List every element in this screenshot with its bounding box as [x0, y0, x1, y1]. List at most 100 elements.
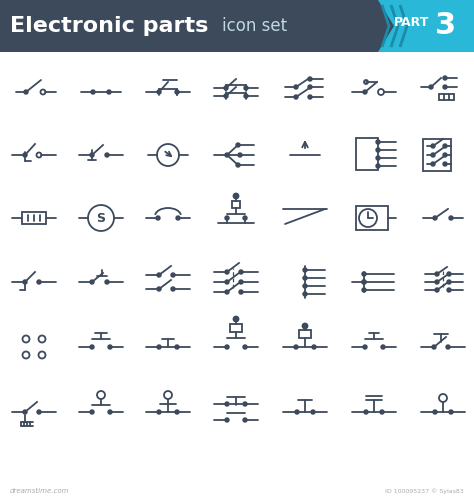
Circle shape [225, 290, 229, 294]
Circle shape [90, 410, 94, 414]
Circle shape [91, 90, 95, 94]
Circle shape [238, 153, 242, 157]
Circle shape [225, 270, 229, 274]
Circle shape [108, 345, 112, 349]
Circle shape [225, 402, 229, 406]
Circle shape [225, 418, 229, 422]
Circle shape [381, 345, 385, 349]
Circle shape [443, 76, 447, 80]
Circle shape [243, 345, 247, 349]
Circle shape [244, 94, 248, 98]
Circle shape [429, 85, 433, 89]
Circle shape [303, 268, 307, 272]
Circle shape [376, 156, 380, 160]
Circle shape [243, 402, 247, 406]
Circle shape [243, 418, 247, 422]
Circle shape [308, 77, 312, 81]
Circle shape [244, 86, 248, 90]
Circle shape [157, 90, 161, 94]
Circle shape [303, 276, 307, 280]
Circle shape [294, 345, 298, 349]
Text: Electronic parts: Electronic parts [10, 16, 209, 36]
Bar [232, 201, 240, 208]
Circle shape [234, 194, 238, 198]
Circle shape [175, 90, 179, 94]
Circle shape [239, 280, 243, 284]
Circle shape [432, 345, 436, 349]
Circle shape [37, 280, 41, 284]
Text: dreamstime.com: dreamstime.com [10, 488, 70, 494]
Circle shape [105, 280, 109, 284]
Circle shape [243, 216, 247, 220]
Circle shape [312, 345, 316, 349]
Circle shape [376, 148, 380, 152]
Circle shape [363, 345, 367, 349]
Circle shape [303, 284, 307, 288]
Circle shape [225, 280, 229, 284]
Circle shape [447, 280, 451, 284]
Circle shape [157, 410, 161, 414]
Circle shape [362, 272, 366, 276]
Circle shape [234, 316, 238, 322]
Circle shape [236, 163, 240, 167]
Circle shape [308, 95, 312, 99]
Circle shape [433, 410, 437, 414]
Circle shape [431, 153, 435, 157]
Circle shape [362, 280, 366, 284]
Circle shape [380, 410, 384, 414]
Circle shape [433, 216, 437, 220]
Bar [299, 330, 311, 338]
Circle shape [171, 287, 175, 291]
Circle shape [90, 345, 94, 349]
Text: 3: 3 [436, 12, 456, 40]
Bar [356, 138, 378, 170]
Bar [423, 139, 451, 171]
Circle shape [376, 164, 380, 168]
Circle shape [175, 410, 179, 414]
Polygon shape [378, 0, 474, 52]
Circle shape [239, 290, 243, 294]
Circle shape [362, 288, 366, 292]
Circle shape [225, 216, 229, 220]
Circle shape [157, 345, 161, 349]
Text: PART: PART [394, 16, 430, 28]
Circle shape [224, 94, 228, 98]
Bar [22, 212, 46, 224]
Circle shape [446, 345, 450, 349]
Bar [230, 324, 242, 332]
Circle shape [294, 95, 298, 99]
Bar [0, 0, 474, 52]
Circle shape [90, 280, 94, 284]
Circle shape [443, 162, 447, 166]
Circle shape [449, 216, 453, 220]
Circle shape [303, 292, 307, 296]
Circle shape [302, 324, 308, 328]
Circle shape [443, 153, 447, 157]
Circle shape [443, 144, 447, 148]
Circle shape [376, 140, 380, 144]
Circle shape [171, 273, 175, 277]
Circle shape [295, 410, 299, 414]
Circle shape [225, 153, 229, 157]
Circle shape [176, 216, 180, 220]
Circle shape [108, 410, 112, 414]
Circle shape [431, 144, 435, 148]
Circle shape [239, 270, 243, 274]
Circle shape [431, 162, 435, 166]
Circle shape [23, 410, 27, 414]
Text: icon set: icon set [222, 17, 287, 35]
Circle shape [435, 288, 439, 292]
Circle shape [443, 85, 447, 89]
Circle shape [156, 216, 160, 220]
Circle shape [362, 280, 366, 284]
Circle shape [308, 85, 312, 89]
Circle shape [236, 143, 240, 147]
Circle shape [364, 410, 368, 414]
Circle shape [447, 272, 451, 276]
Circle shape [294, 85, 298, 89]
Circle shape [157, 287, 161, 291]
Bar [356, 206, 388, 230]
Circle shape [23, 153, 27, 157]
Circle shape [24, 90, 28, 94]
Circle shape [224, 86, 228, 90]
